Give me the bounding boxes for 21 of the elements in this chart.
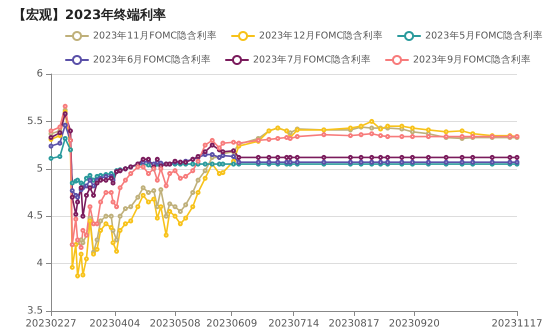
y-tick-label: 6 [36,68,43,80]
y-tick-label: 4 [36,258,43,270]
y-tick-label: 5 [36,163,43,174]
legend-label: 2023年7月FOMC隐含利率 [252,54,371,66]
legend-label: 2023年11月FOMC隐含利率 [93,30,218,42]
legend-label: 2023年12月FOMC隐含利率 [259,30,384,42]
y-tick-label: 3.5 [27,306,43,316]
y-tick-label: 4.5 [27,210,43,222]
x-tick-label: 20230508 [150,318,200,330]
x-tick-label: 20230714 [268,318,320,330]
legend-label: 2023年6月FOMC隐含利率 [93,54,211,66]
x-tick-label: 20230817 [328,318,380,330]
legend-label: 2023年9月FOMC隐含利率 [412,54,531,66]
x-tick-label: 20230920 [388,318,440,330]
x-tick-label: 20231117 [492,318,542,330]
chart-title: 【宏观】2023年终端利率 [13,7,166,23]
x-tick-label: 20230227 [26,318,76,330]
x-tick-label: 20230404 [89,318,140,330]
x-tick-label: 20230609 [206,318,258,330]
y-tick-label: 5.5 [27,116,43,127]
legend-label: 2023年5月FOMC隐含利率 [425,30,544,42]
